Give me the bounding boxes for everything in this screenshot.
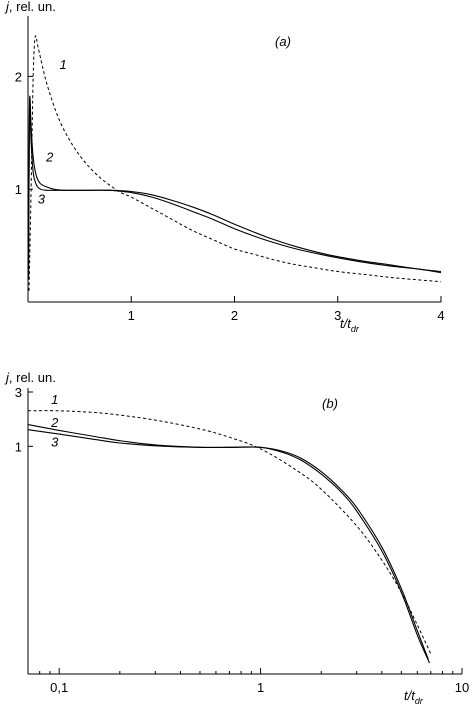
y-axis-label: j, rel. un. [4,0,56,14]
chart-panel-a: 1 2 3 4 1 2 j, rel. un. t/tdr (a) 1 2 3 [4,0,445,334]
series-curve-1 [28,35,442,291]
x-tick-label: 10 [455,680,469,695]
y-tick-label: 3 [15,385,22,400]
x-axis-subscript: dr [351,324,360,334]
series-curve-2 [27,95,442,280]
y-axis-symbol: j [4,0,10,14]
curve-label-2: 2 [45,150,54,165]
y-tick-label: 2 [15,69,22,84]
x-tick-label: 3 [334,308,341,323]
series-curve-2 [27,424,429,660]
x-tick-label: 1 [128,308,135,323]
x-tick-label: 4 [437,308,444,323]
x-axis-subscript: dr [415,696,424,706]
x-tick-label: 1 [257,680,264,695]
x-tick-label: 2 [231,308,238,323]
y-axis-label: j, rel. un. [4,370,56,385]
curve-label-1: 1 [59,57,66,72]
x-axis-label: t/tdr [340,316,360,334]
y-axis-symbol: j [4,370,10,385]
x-axis-main: t/t [404,688,416,703]
curve-label-3: 3 [51,435,59,450]
y-axis-unit: , rel. un. [9,0,56,14]
series-curve-1 [27,410,432,655]
curve-label-2: 2 [50,415,59,430]
curve-label-3: 3 [38,191,46,206]
x-tick-label: 0,1 [50,680,68,695]
x-axis-main: t/t [340,316,352,331]
series-curve-3 [27,103,442,280]
y-tick-label: 1 [15,182,22,197]
y-tick-label: 1 [15,439,22,454]
panel-label: (b) [322,396,338,411]
y-axis-unit: , rel. un. [9,370,56,385]
panel-label: (a) [275,34,291,49]
series-curve-3 [27,429,431,664]
curve-label-1: 1 [51,392,58,407]
x-axis-label: t/tdr [404,688,424,706]
